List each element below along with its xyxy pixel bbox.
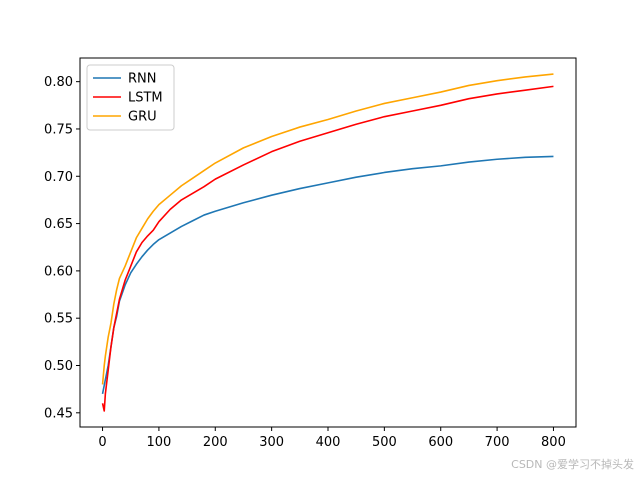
x-tick-label: 100 [146,435,171,450]
x-tick-label: 600 [428,435,453,450]
legend: RNN LSTM GRU [86,64,175,131]
watermark: CSDN @爱学习不掉头发 [511,458,634,471]
legend-label-gru: GRU [128,110,157,125]
x-tick-label: 400 [316,435,341,450]
x-tick-label: 700 [485,435,510,450]
series-line-gru [101,73,554,385]
y-axis: 0.45 0.50 0.55 0.60 0.65 0.70 0.75 0.80 [44,75,80,421]
legend-label-lstm: LSTM [128,91,163,106]
x-tick-label: 500 [372,435,397,450]
x-tick-label: 200 [203,435,228,450]
series-line-rnn [101,155,554,395]
x-tick-label: 300 [259,435,284,450]
plot-lines [101,73,554,412]
x-tick-label: 0 [98,435,106,450]
y-tick-label: 0.65 [44,217,73,232]
legend-box [86,64,175,131]
y-tick-label: 0.80 [44,75,73,90]
x-axis: 0 100 200 300 400 500 600 700 800 [98,427,566,450]
y-tick-label: 0.70 [44,170,73,185]
y-tick-label: 0.55 [44,312,73,327]
y-tick-label: 0.45 [44,406,73,421]
legend-label-rnn: RNN [128,72,156,87]
series-line-lstm [101,85,554,412]
y-tick-label: 0.60 [44,264,73,279]
y-tick-label: 0.50 [44,359,73,374]
x-tick-label: 800 [541,435,566,450]
y-tick-label: 0.75 [44,122,73,137]
